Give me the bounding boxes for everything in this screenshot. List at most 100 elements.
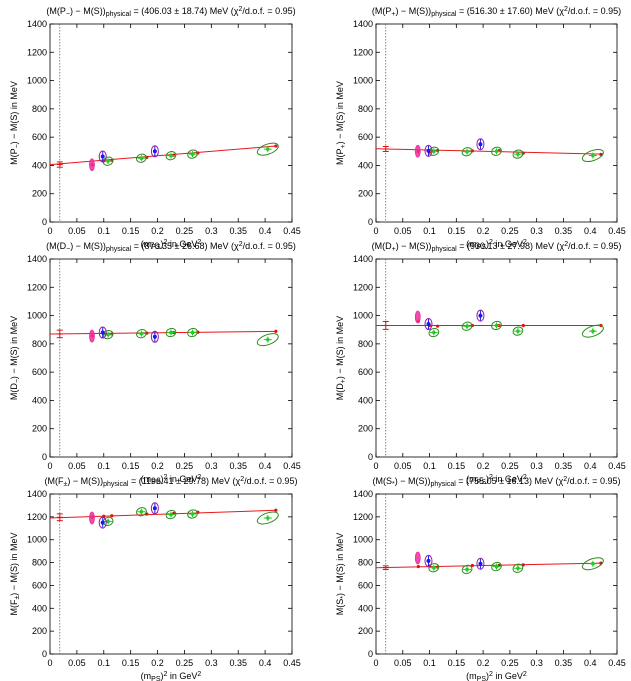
x-tick-label: 0.2 <box>477 461 490 471</box>
y-tick-label: 0 <box>42 217 47 227</box>
x-tick-label: 0.35 <box>555 461 573 471</box>
x-tick-label: 0.1 <box>98 658 111 668</box>
x-tick-label: 0.15 <box>122 461 140 471</box>
y-tick-label: 400 <box>32 395 47 405</box>
data-point-green <box>266 337 270 342</box>
x-tick-label: 0.15 <box>448 226 466 236</box>
chart-panel-6: 0 0.05 0.1 0.15 0.2 0.25 0.3 0.35 0.4 0.45 0 200 400… <box>335 476 626 681</box>
y-tick-label: 800 <box>32 339 47 349</box>
error-ellipse <box>424 144 433 157</box>
fit-line <box>49 330 276 335</box>
y-axis-label: M(P+) − M(S) in MeV <box>335 81 347 165</box>
x-tick-label: 0.05 <box>394 658 412 668</box>
plot-frame <box>49 23 293 223</box>
error-ellipse <box>512 563 524 573</box>
error-ellipse <box>581 149 604 163</box>
error-ellipse <box>461 147 473 157</box>
y-tick-label: 400 <box>358 603 373 613</box>
y-tick-label: 1200 <box>27 282 47 292</box>
fit-point <box>435 324 440 328</box>
x-tick-label: 0.2 <box>477 658 490 668</box>
error-ellipse <box>98 516 107 529</box>
plot-frame <box>375 493 618 655</box>
plot-frame <box>375 23 618 223</box>
error-ellipse <box>512 326 524 336</box>
y-tick-label: 800 <box>32 558 47 568</box>
error-ellipse <box>461 564 473 575</box>
y-tick-label: 1400 <box>27 19 47 29</box>
x-tick-label: 0 <box>373 658 378 668</box>
data-point-blue <box>100 154 105 159</box>
data-point-green <box>139 156 144 161</box>
fit-point <box>470 563 474 568</box>
chart-title: (M(P−) − M(S))physical = (406.03 ± 18.74… <box>46 6 295 18</box>
y-tick-label: 1000 <box>353 311 373 321</box>
data-point-blue <box>152 334 157 339</box>
data-point-blue <box>100 520 105 525</box>
y-tick-label: 1200 <box>353 47 373 57</box>
x-tick-label: 0.2 <box>477 226 490 236</box>
chart-title: (M(D−) − M(S))physical = (870.35 ± 26.68… <box>46 241 296 253</box>
y-tick-label: 400 <box>32 603 47 613</box>
x-tick-label: 0.2 <box>151 226 164 236</box>
x-tick-label: 0 <box>47 461 52 471</box>
data-point-green <box>516 566 520 571</box>
x-tick-label: 0.1 <box>423 658 436 668</box>
x-tick-label: 0.45 <box>608 226 626 236</box>
chart-panel-2: 0 0.05 0.1 0.15 0.2 0.25 0.3 0.35 0.4 0.45 0 200 400… <box>335 6 626 251</box>
fit-point <box>274 144 278 148</box>
x-tick-label: 0.2 <box>151 658 164 668</box>
y-tick-label: 0 <box>368 649 373 659</box>
x-tick-label: 0.25 <box>501 658 519 668</box>
data-point-green <box>139 509 144 514</box>
x-tick-label: 0.3 <box>205 461 218 471</box>
x-tick-label: 0.4 <box>584 461 597 471</box>
data-point-green <box>139 331 144 336</box>
x-tick-label: 0.3 <box>530 658 543 668</box>
x-tick-label: 0 <box>47 658 52 668</box>
data-point-green <box>494 323 499 328</box>
data-point-blue <box>478 561 483 566</box>
y-tick-label: 0 <box>368 217 373 227</box>
y-tick-label: 400 <box>358 160 373 170</box>
data-point-green <box>106 332 110 337</box>
error-ellipse <box>165 327 177 338</box>
data-point-magenta <box>414 144 421 158</box>
data-point-blue <box>426 148 431 153</box>
data-point-magenta <box>89 329 95 343</box>
data-point-green <box>266 147 270 151</box>
data-point-green <box>169 512 173 517</box>
y-axis-label: M(D−) − M(S) in MeV <box>9 316 21 400</box>
error-ellipse <box>150 330 159 343</box>
y-tick-label: 600 <box>358 580 373 590</box>
error-ellipse <box>136 329 147 339</box>
x-tick-label: 0.45 <box>283 461 301 471</box>
y-tick-label: 200 <box>32 626 47 636</box>
plot-frame <box>49 258 293 458</box>
fit-point <box>274 329 278 334</box>
data-point-green <box>169 330 173 335</box>
error-ellipse <box>476 309 485 322</box>
y-tick-label: 600 <box>358 367 373 377</box>
error-ellipse <box>424 318 433 331</box>
data-point-green <box>432 330 436 335</box>
chart-title: (M(S*) − M(S))physical = (755.05 ± 16.13… <box>373 476 621 488</box>
plot-frame <box>49 493 293 655</box>
y-tick-label: 1400 <box>27 489 47 499</box>
x-axis-label: (mPS)2 in GeV2 <box>141 239 202 251</box>
error-ellipse <box>102 330 114 340</box>
error-ellipse <box>491 561 502 572</box>
y-tick-label: 800 <box>32 104 47 114</box>
x-axis-label: (mPS)2 in GeV2 <box>466 239 527 251</box>
error-ellipse <box>256 333 279 347</box>
x-tick-label: 0.05 <box>394 226 412 236</box>
error-ellipse <box>461 321 473 331</box>
x-tick-label: 0.45 <box>283 658 301 668</box>
data-point-green <box>591 153 595 158</box>
error-ellipse <box>428 563 440 573</box>
x-tick-label: 0.2 <box>151 461 164 471</box>
data-point-green <box>169 153 173 158</box>
error-ellipse <box>581 557 604 571</box>
error-ellipse <box>187 149 198 159</box>
